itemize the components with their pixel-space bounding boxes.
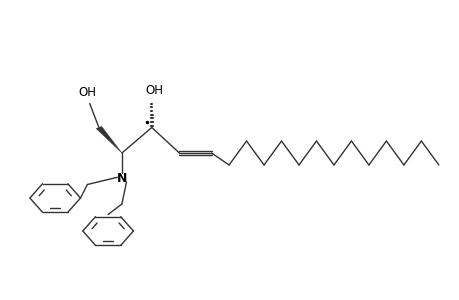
Text: OH: OH	[145, 85, 163, 98]
Text: OH: OH	[78, 86, 96, 99]
Text: N: N	[117, 172, 127, 185]
Polygon shape	[96, 126, 122, 153]
